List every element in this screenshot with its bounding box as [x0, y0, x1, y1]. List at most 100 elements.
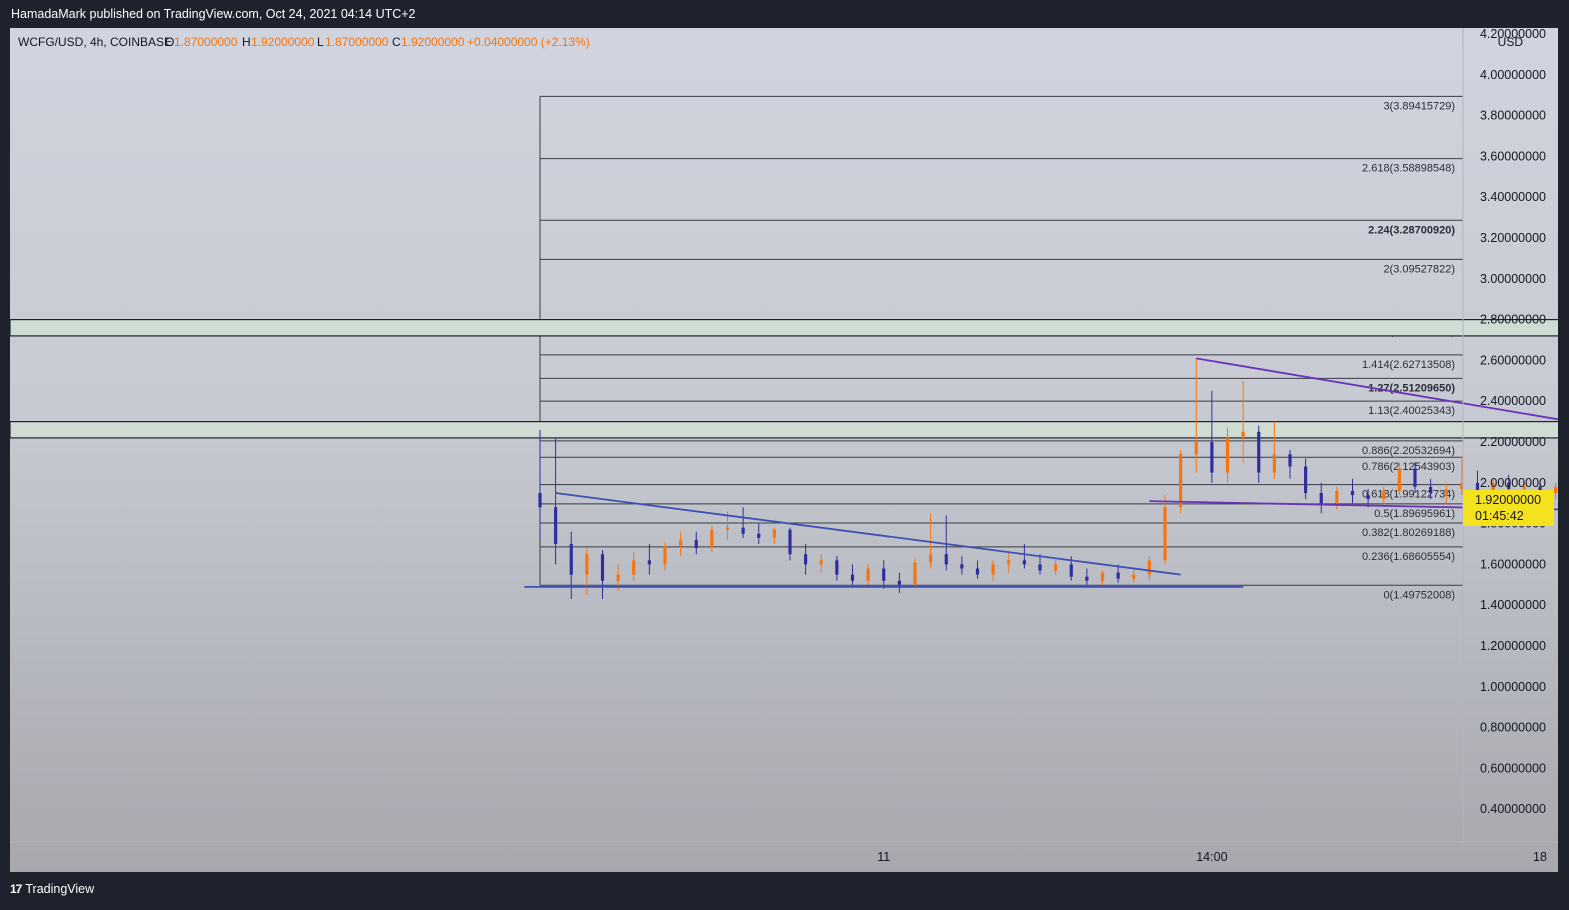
fib-label-0.5: 0.5(1.89695961) [1374, 508, 1455, 520]
price-tick-label: 1.20000000 [1480, 639, 1546, 653]
candle-body [1413, 468, 1417, 487]
price-tick-label: 0.60000000 [1480, 761, 1546, 775]
candle-body [1288, 454, 1292, 467]
trendline-blue-1 [555, 492, 1181, 576]
price-tick-label: 4.20000000 [1480, 28, 1546, 41]
candle-body [1272, 454, 1276, 473]
candle-body [1335, 490, 1339, 504]
candle-body [1225, 437, 1230, 473]
candle-body [1366, 495, 1370, 500]
price-tick-label: 3.20000000 [1480, 231, 1546, 245]
candle-body [1163, 507, 1167, 561]
candle-body [1069, 564, 1073, 577]
fib-label-0.382: 0.382(1.80269188) [1362, 527, 1455, 539]
candle-body [1022, 560, 1026, 565]
candle-body [1194, 442, 1198, 455]
candle-body [804, 554, 808, 565]
price-tick-label: 3.80000000 [1480, 109, 1546, 123]
candle-body [1319, 493, 1323, 504]
price-tick-label: 1.60000000 [1480, 557, 1546, 571]
bar-countdown: 01:45:42 [1475, 509, 1524, 523]
high-label: H [242, 35, 251, 49]
price-tick-label: 2.60000000 [1480, 353, 1546, 367]
price-tick-label: 0.80000000 [1480, 721, 1546, 735]
fib-label-0.618: 0.618(1.99122734) [1362, 489, 1455, 501]
sr-zone-1 [9, 319, 1569, 337]
candle-body [1397, 468, 1401, 491]
candle-body [1429, 486, 1433, 493]
candle-body [1554, 486, 1558, 493]
last-price-badge: 1.92000000 01:45:42 [1463, 490, 1554, 526]
candles [538, 358, 1558, 600]
candle-body [1147, 560, 1151, 575]
candle-body [569, 544, 573, 575]
candle-body [600, 554, 605, 581]
candle-body [835, 560, 839, 575]
fib-label-1.27: 1.27(2.51209650) [1368, 382, 1455, 394]
candle-body [663, 546, 667, 565]
time-tick-label: 11 [877, 850, 890, 864]
price-tick-label: 2.00000000 [1480, 476, 1546, 490]
sr-zone-2 [9, 421, 1569, 439]
drawings [524, 357, 1569, 588]
candle-body [1132, 574, 1136, 579]
symbol-label[interactable]: WCFG/USD, 4h, COINBASE [18, 35, 172, 49]
candle-body [538, 493, 542, 508]
low-value: 1.87000000 [325, 35, 389, 49]
candle-body [991, 564, 995, 575]
price-tick-label: 0.40000000 [1480, 802, 1546, 816]
fib-label-0.886: 0.886(2.20532694) [1362, 445, 1455, 457]
candle-body [616, 574, 620, 581]
price-tick-label: 2.80000000 [1480, 313, 1546, 327]
fib-label-2: 2(3.09527822) [1383, 263, 1455, 275]
candle-body [819, 560, 823, 565]
trendline-purple-3 [1196, 357, 1569, 423]
last-price-badge-bg [1463, 490, 1554, 526]
candle-body [788, 529, 792, 555]
ohlc-legend: WCFG/USD, 4h, COINBASE O 1.87000000 H 1.… [18, 35, 590, 49]
candle-body [632, 560, 636, 575]
price-tick-label: 2.40000000 [1480, 394, 1546, 408]
candle-body [1257, 431, 1261, 473]
candle-body [1241, 431, 1245, 438]
candle-body [1460, 482, 1464, 489]
trendline-purple-4 [1149, 500, 1569, 511]
candle-body [1304, 466, 1308, 493]
chart-svg[interactable]: 3(3.89415729) 2.618(3.58898548) 2.24(3.287… [9, 27, 1569, 872]
candle-body [929, 554, 933, 563]
candle-body [694, 539, 698, 549]
candle-body [1475, 482, 1480, 491]
last-price-value: 1.92000000 [1475, 493, 1541, 507]
candle-body [882, 568, 886, 581]
change-value: +0.04000000 (+2.13%) [467, 35, 590, 49]
candle-body [710, 529, 714, 549]
candle-body [944, 554, 948, 565]
candle-body [1085, 576, 1089, 581]
candle-body [975, 568, 980, 575]
chart-area[interactable]: 3(3.89415729) 2.618(3.58898548) 2.24(3.287… [9, 27, 1569, 872]
publish-header: HamadaMark published on TradingView.com,… [0, 0, 1569, 28]
candle-body [1007, 560, 1011, 565]
candle-body [1054, 564, 1058, 571]
candle-body [647, 560, 651, 565]
candle-body [741, 527, 745, 534]
candle-body [897, 580, 901, 585]
price-tick-label: 4.00000000 [1480, 68, 1546, 82]
candle-body [866, 568, 870, 581]
fib-levels: 3(3.89415729) 2.618(3.58898548) 2.24(3.287… [539, 95, 1463, 601]
candle-body [1350, 490, 1355, 496]
price-tick-label: 1.40000000 [1480, 598, 1546, 612]
price-tick-label: 3.00000000 [1480, 272, 1546, 286]
candle-body [1210, 442, 1214, 473]
candle-body [1444, 488, 1448, 493]
fib-label-2.618: 2.618(3.58898548) [1362, 163, 1455, 175]
candle-body [1038, 564, 1042, 571]
price-tick-label: 1.00000000 [1480, 680, 1546, 694]
candle-body [772, 529, 776, 538]
candle-body [1179, 454, 1183, 508]
price-axis: 4.20000000 4.00000000 3.80000000 3.60000000… [1462, 27, 1546, 842]
candle-body [1491, 482, 1495, 491]
fib-label-0.786: 0.786(2.12543903) [1362, 461, 1455, 473]
tradingview-brand[interactable]: 17 TradingView [10, 882, 94, 896]
